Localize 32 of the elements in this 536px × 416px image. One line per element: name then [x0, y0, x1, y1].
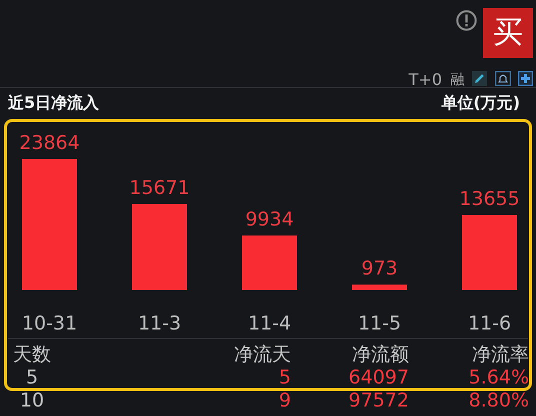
text: 10 [20, 390, 44, 412]
text: 9 [278, 390, 291, 412]
text: 天数 [13, 344, 51, 366]
x-tick-label: 11-6 [468, 312, 512, 334]
x-tick-label: 10-31 [22, 312, 78, 334]
text: 64097 [348, 366, 409, 388]
bar [22, 159, 77, 290]
x-tick-label: 11-4 [248, 312, 292, 334]
bar [352, 284, 407, 290]
text: 5 [278, 366, 291, 388]
text: 净流天 [234, 344, 291, 366]
data-label: 15671 [129, 176, 190, 199]
text: 净流额 [352, 344, 409, 366]
text: 97572 [348, 390, 409, 412]
text: 净流率 [472, 344, 529, 366]
data-label: 973 [361, 258, 398, 280]
chart-subtitle: 单位(万元) [441, 93, 520, 112]
data-label: 9934 [245, 208, 294, 230]
text: 5 [26, 366, 38, 388]
bar [132, 204, 187, 290]
text: T+0 [408, 70, 442, 89]
text: 5.64% [468, 366, 529, 388]
x-tick-label: 11-3 [138, 312, 182, 334]
x-tick-label: 11-5 [358, 312, 402, 334]
bar [242, 235, 297, 290]
text: 融 [450, 72, 464, 88]
text: 8.80% [468, 390, 529, 412]
chart-title: 近5日净流入 [8, 93, 100, 112]
buy-button: 买 [483, 8, 533, 58]
data-label: 13655 [459, 188, 520, 210]
data-label: 23864 [19, 132, 80, 154]
bar [462, 215, 517, 290]
